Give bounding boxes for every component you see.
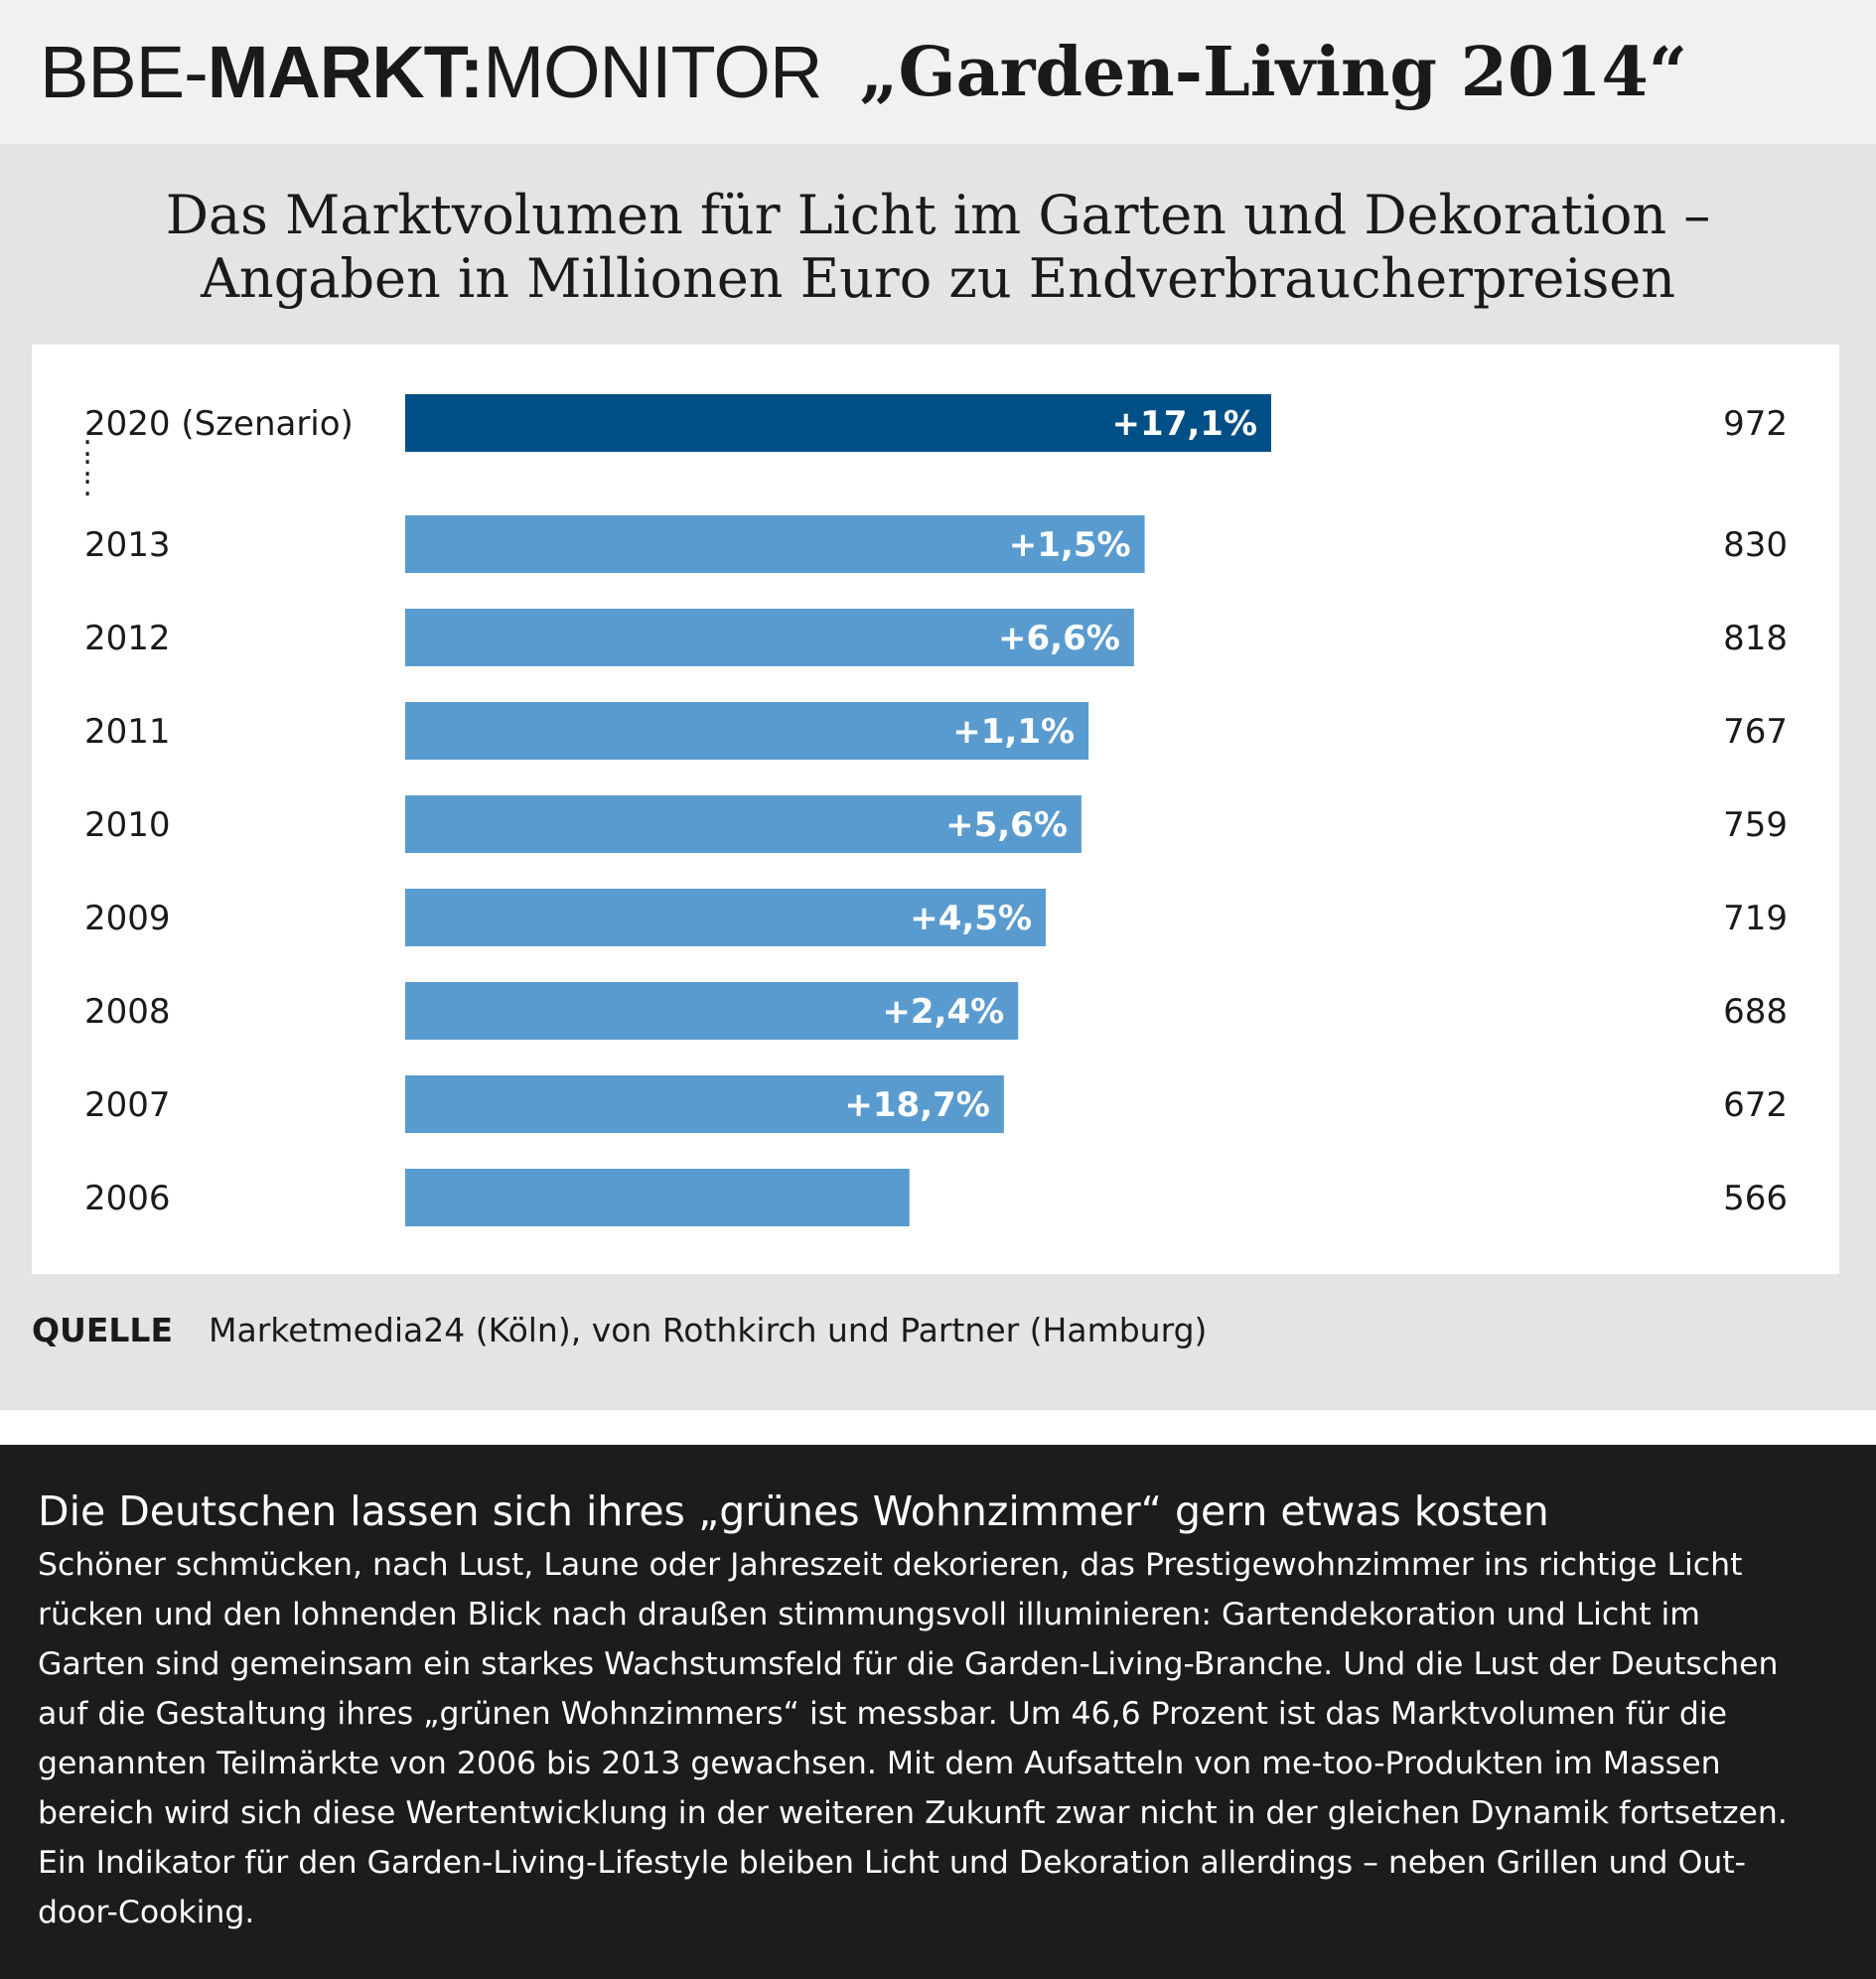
article-line: bereich wird sich diese Wertentwicklung …: [38, 1795, 1788, 1831]
source-text: Marketmedia24 (Köln), von Rothkirch und …: [209, 1311, 1208, 1349]
article-line: Ein Indikator für den Garden-Living-Life…: [38, 1845, 1747, 1881]
bar: [405, 702, 1089, 760]
chart-card: 2020 (Szenario) 972 +17,1% 2013 830 +1,5% 2012…: [32, 345, 1839, 1274]
category-label: 2013: [84, 525, 171, 565]
value-label: 818: [1723, 619, 1788, 658]
value-label: 767: [1723, 712, 1788, 752]
bar: [405, 1169, 910, 1226]
bar: [405, 795, 1082, 853]
article-line: Schöner schmücken, nach Lust, Laune oder…: [38, 1547, 1743, 1583]
article-line: auf die Gestaltung ihres „grünen Wohnzim…: [38, 1696, 1727, 1732]
article-box: Die Deutschen lassen sich ihres „grünes …: [0, 1445, 1876, 1979]
growth-label: +18,7%: [844, 1085, 989, 1125]
chart-title-line-1: Das Marktvolumen für Licht im Garten und…: [165, 184, 1711, 246]
brand-light: MONITOR: [483, 31, 822, 113]
category-label: 2011: [84, 712, 171, 752]
bar: [405, 889, 1047, 946]
brand-bold: MARKT:: [207, 31, 485, 113]
chart-title: Das Marktvolumen für Licht im Garten und…: [0, 184, 1876, 311]
growth-label: +2,4%: [882, 992, 1004, 1032]
article-line: door-Cooking.: [38, 1895, 255, 1930]
value-label: 972: [1723, 404, 1788, 444]
growth-label: +6,6%: [998, 619, 1120, 658]
bar: [405, 394, 1271, 452]
bar-chart: 2020 (Szenario) 972 +17,1% 2013 830 +1,5% 2012…: [82, 394, 1788, 1226]
growth-label: +17,1%: [1112, 404, 1257, 444]
chart-panel: Das Marktvolumen für Licht im Garten und…: [0, 144, 1876, 1410]
value-label: 759: [1723, 805, 1788, 845]
bar: [405, 982, 1019, 1040]
category-label: 2010: [84, 805, 171, 845]
article-body: Schöner schmücken, nach Lust, Laune oder…: [38, 1540, 1838, 1937]
gap-marker: :: [82, 469, 92, 503]
bar: [405, 609, 1134, 666]
bar: [405, 515, 1145, 573]
value-label: 566: [1723, 1179, 1788, 1218]
value-label: 719: [1723, 899, 1788, 938]
value-label: 688: [1723, 992, 1788, 1032]
growth-label: +1,1%: [952, 712, 1075, 752]
brand-prefix: BBE-: [40, 31, 209, 113]
article-line: Garten sind gemeinsam ein starkes Wachst…: [38, 1646, 1779, 1682]
growth-label: +4,5%: [910, 899, 1032, 938]
source-label: QUELLE: [32, 1311, 173, 1349]
category-label: 2020 (Szenario): [84, 404, 354, 444]
edition-title: „Garden-Living 2014“: [859, 32, 1687, 112]
value-label: 830: [1723, 525, 1788, 565]
bar: [405, 1075, 1004, 1133]
article-line: genannten Teilmärkte von 2006 bis 2013 g…: [38, 1746, 1721, 1781]
category-label: 2012: [84, 619, 171, 658]
gap-marker: :: [82, 449, 92, 484]
gap-marker: :: [82, 429, 92, 464]
category-label: 2007: [84, 1085, 171, 1125]
growth-label: +5,6%: [945, 805, 1068, 845]
source-line: QUELLE Marketmedia24 (Köln), von Rothkirc…: [32, 1311, 1207, 1349]
article-line: rücken und den lohnenden Blick nach drau…: [38, 1597, 1700, 1632]
value-label: 672: [1723, 1085, 1788, 1125]
category-label: 2008: [84, 992, 171, 1032]
category-label: 2009: [84, 899, 171, 938]
header-bar: BBE- MARKT: MONITOR „Garden-Living 2014“: [0, 0, 1876, 144]
category-label: 2006: [84, 1179, 171, 1218]
chart-title-line-2: Angaben in Millionen Euro zu Endverbrauc…: [200, 247, 1676, 310]
article-headline: Die Deutschen lassen sich ihres „grünes …: [38, 1487, 1549, 1535]
growth-label: +1,5%: [1009, 525, 1131, 565]
